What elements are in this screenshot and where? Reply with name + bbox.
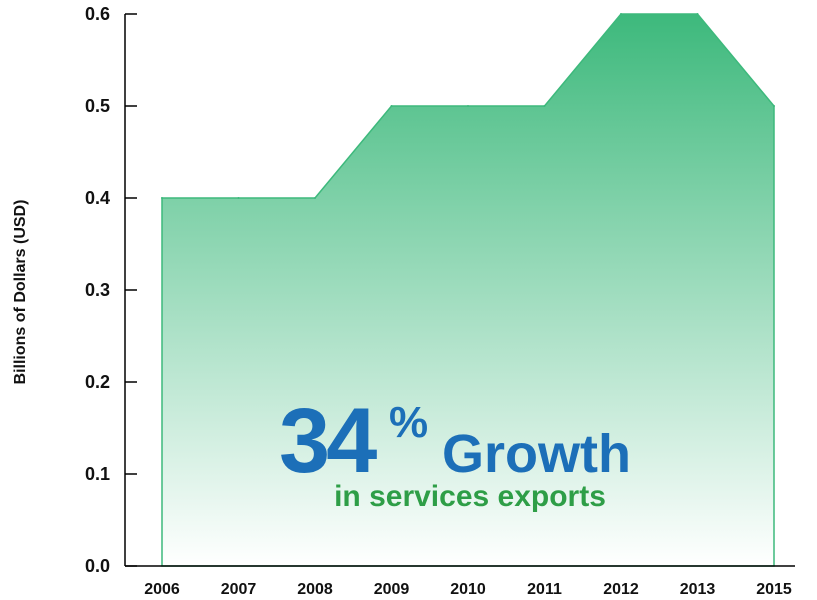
area-series bbox=[161, 13, 775, 567]
data-point-2008 bbox=[314, 197, 316, 199]
y-tick-labels: 0.0 0.1 0.2 0.3 0.4 0.5 0.6 bbox=[85, 4, 137, 576]
growth-number: 34 bbox=[279, 390, 377, 492]
data-point-2013 bbox=[696, 13, 699, 15]
x-tick-label: 2012 bbox=[603, 581, 639, 598]
data-point-2015 bbox=[773, 105, 775, 107]
y-tick-label: 0.5 bbox=[85, 96, 110, 116]
x-tick-label: 2008 bbox=[297, 581, 333, 598]
x-tick-label: 2006 bbox=[144, 581, 180, 598]
data-point-2006 bbox=[161, 197, 163, 199]
x-tick-label: 2010 bbox=[450, 581, 486, 598]
y-axis-title: Billions of Dollars (USD) bbox=[12, 200, 29, 385]
x-tick-label: 2007 bbox=[221, 581, 257, 598]
x-tick-labels: 2006 2007 2008 2009 2010 2011 2012 2013 2015 bbox=[144, 581, 792, 598]
data-point-2012 bbox=[620, 13, 622, 15]
data-point-2010 bbox=[467, 105, 469, 107]
growth-callout: 34 % Growth in services exports bbox=[279, 390, 631, 513]
area-fill bbox=[161, 13, 775, 567]
data-point-2009 bbox=[390, 105, 393, 107]
x-tick-label: 2009 bbox=[374, 581, 410, 598]
growth-word: Growth bbox=[442, 424, 631, 484]
data-point-2007 bbox=[237, 197, 240, 199]
y-tick-label: 0.3 bbox=[85, 280, 110, 300]
y-tick-label: 0.2 bbox=[85, 372, 110, 392]
y-tick-label: 0.4 bbox=[85, 188, 110, 208]
x-tick-label: 2013 bbox=[680, 581, 716, 598]
growth-subtitle: in services exports bbox=[334, 480, 606, 513]
y-tick-label: 0.0 bbox=[85, 556, 110, 576]
y-tick-label: 0.1 bbox=[85, 464, 110, 484]
x-tick-label: 2015 bbox=[756, 581, 792, 598]
y-tick-label: 0.6 bbox=[85, 4, 110, 24]
x-tick-label: 2011 bbox=[527, 581, 562, 598]
growth-percent-sign: % bbox=[389, 398, 428, 447]
data-point-2011 bbox=[543, 105, 546, 107]
